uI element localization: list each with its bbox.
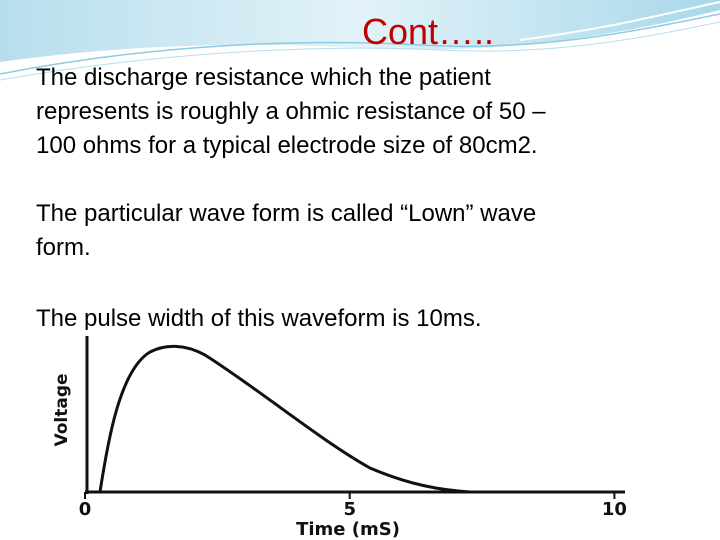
body-text: The discharge resistance which the patie…	[36, 64, 546, 332]
waveform	[87, 344, 625, 494]
body-line: The pulse width of this waveform is 10ms…	[36, 305, 482, 332]
x-tick-label: 10	[602, 499, 627, 520]
x-tick-label: 5	[343, 499, 356, 520]
body-line: represents is roughly a ohmic resistance…	[36, 98, 546, 125]
x-tick-label: 0	[79, 499, 92, 520]
decoration	[0, 0, 720, 81]
x-axis-label: Time (mS)	[296, 519, 400, 540]
body-line: 100 ohms for a typical electrode size of…	[36, 132, 538, 159]
y-axis-label: Voltage	[52, 373, 72, 446]
body-line: The particular wave form is called “Lown…	[36, 200, 536, 227]
slide-title: Cont…..	[362, 11, 494, 52]
body-line: The discharge resistance which the patie…	[36, 64, 491, 91]
body-line: form.	[36, 234, 91, 261]
figure: Voltage Time (mS) 0 5 10	[48, 330, 630, 540]
figure-background	[48, 330, 630, 540]
